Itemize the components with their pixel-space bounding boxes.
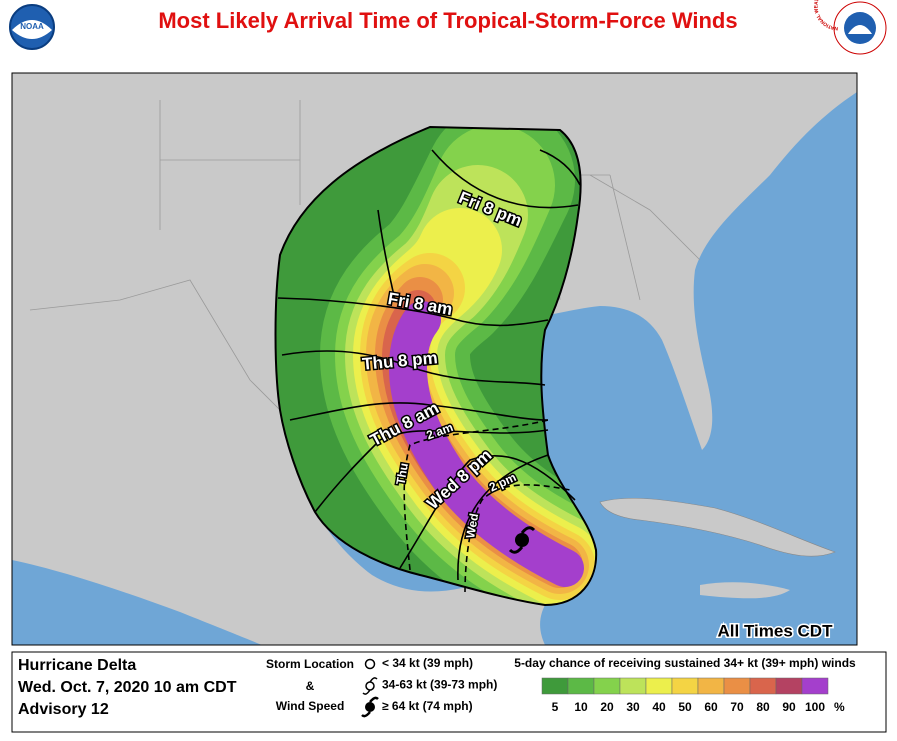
legend-swatch [541, 677, 569, 695]
map-frame [11, 72, 858, 646]
legend-label: 30 [626, 700, 640, 714]
legend-label: 10 [574, 700, 588, 714]
legend-label: 5 [552, 700, 559, 714]
legend-unit: % [834, 700, 845, 714]
wind-key: < 34 kt (39 mph) [382, 656, 473, 670]
time-label: Thu [393, 462, 411, 486]
legend-label: 50 [678, 700, 692, 714]
island [700, 582, 790, 599]
legend-swatch [775, 677, 803, 695]
legend-swatch [593, 677, 621, 695]
time-label: Wed [463, 512, 481, 539]
legend-swatch [801, 677, 829, 695]
storm-symbol [508, 526, 536, 554]
cuba [599, 497, 836, 557]
noaa-logo: NOAA [9, 4, 55, 50]
legend-swatch [671, 677, 699, 695]
wind-key: 34-63 kt (39-73 mph) [382, 678, 497, 692]
water [12, 560, 262, 645]
legend-label: 20 [600, 700, 614, 714]
legend-label: 60 [704, 700, 718, 714]
symbol-hurricane [361, 696, 379, 718]
symbol-weak [364, 658, 376, 670]
legend-swatch [723, 677, 751, 695]
symbol-heading: Storm Location [266, 657, 354, 671]
storm-name: Hurricane Delta [18, 657, 136, 674]
advisory: Advisory 12 [18, 701, 109, 718]
title: Most Likely Arrival Time of Tropical-Sto… [158, 8, 737, 33]
symbol-ts [362, 677, 378, 695]
issued: Wed. Oct. 7, 2020 10 am CDT [18, 679, 237, 696]
isochrones [277, 149, 581, 593]
legend-swatch [697, 677, 725, 695]
probability-band [389, 301, 584, 587]
wind-key: ≥ 64 kt (74 mph) [382, 699, 473, 713]
symbol-heading: & [306, 679, 315, 693]
legend-label: 90 [782, 700, 796, 714]
times-note: All Times CDT [718, 621, 834, 640]
symbol-heading: Wind Speed [276, 699, 345, 713]
legend-title: 5-day chance of receiving sustained 34+ … [514, 656, 856, 670]
legend-swatch [567, 677, 595, 695]
legend-swatch [749, 677, 777, 695]
legend-label: 80 [756, 700, 770, 714]
logo-text: NOAA [20, 22, 44, 31]
nws-logo: NATIONAL WEATHER SERVICE [814, 0, 887, 55]
legend-label: 100 [805, 700, 825, 714]
legend-swatch [645, 677, 673, 695]
legend-label: 40 [652, 700, 666, 714]
legend-label: 70 [730, 700, 744, 714]
legend-swatch [619, 677, 647, 695]
